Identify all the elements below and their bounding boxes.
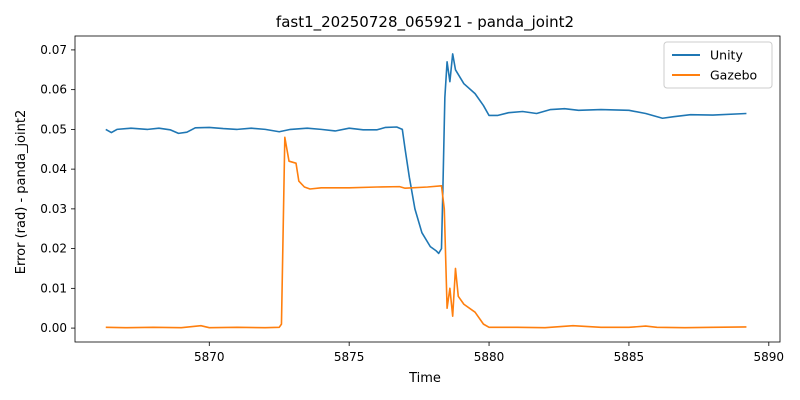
y-tick-label: 0.01 <box>40 281 67 295</box>
y-tick-label: 0.06 <box>40 83 67 97</box>
legend-label-gazebo: Gazebo <box>710 68 757 83</box>
legend-label-unity: Unity <box>710 48 743 63</box>
plot-frame <box>74 35 781 343</box>
series-line-unity <box>105 53 747 255</box>
x-axis: 5870 5875 5880 5885 5890 <box>194 342 784 364</box>
y-tick-label: 0.05 <box>40 122 67 136</box>
y-axis: 0.00 0.01 0.02 0.03 0.04 0.05 0.06 0.07 <box>40 43 75 335</box>
x-tick-label: 5870 <box>194 350 225 364</box>
y-tick-label: 0.07 <box>40 43 67 57</box>
x-tick-label: 5875 <box>334 350 365 364</box>
chart-title: fast1_20250728_065921 - panda_joint2 <box>276 13 574 32</box>
series-line-gazebo <box>105 136 747 329</box>
series-layer <box>105 53 747 329</box>
y-tick-label: 0.00 <box>40 321 67 335</box>
x-axis-label: Time <box>408 371 441 386</box>
y-axis-label: Error (rad) - panda_joint2 <box>14 110 29 274</box>
legend: Unity Gazebo <box>663 41 773 89</box>
y-tick-label: 0.04 <box>40 162 67 176</box>
legend-box <box>663 41 773 89</box>
y-tick-label: 0.03 <box>40 202 67 216</box>
x-tick-label: 5885 <box>614 350 645 364</box>
y-tick-label: 0.02 <box>40 242 67 256</box>
x-tick-label: 5890 <box>754 350 785 364</box>
x-tick-label: 5880 <box>474 350 505 364</box>
